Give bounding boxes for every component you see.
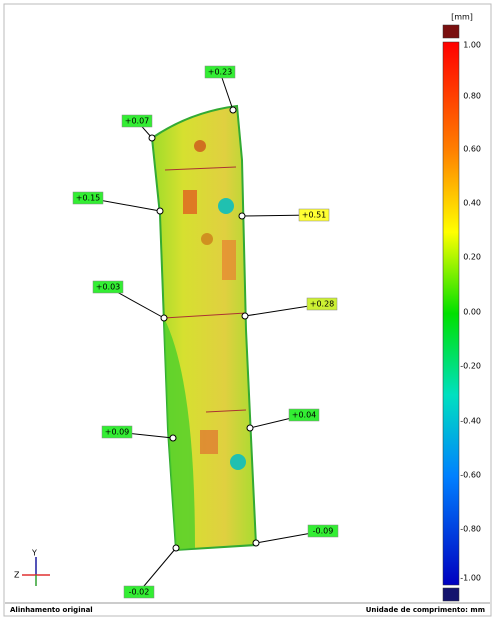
triad-y: Y (31, 549, 37, 558)
callout-box (306, 297, 338, 311)
callout-box (92, 280, 124, 294)
callouts: +0.23 +0.07 +0.15 +0.51 +0.03 +0.28 +0.04 +0.09… (72, 65, 339, 599)
callout-box (288, 408, 320, 422)
probe-point (246, 424, 254, 432)
scale-tick-label: -1.00 (460, 574, 481, 583)
scale-tick-label: 0.20 (463, 253, 481, 262)
callout-box (121, 114, 153, 128)
scale-unit: [mm] (451, 13, 473, 22)
leader-line (138, 547, 177, 593)
color-scale: [mm] (442, 13, 473, 602)
triad-z: Z (14, 571, 20, 580)
scale-tick-label: -0.80 (460, 525, 481, 534)
scale-tick-label: 0.60 (463, 145, 481, 154)
probe-point (252, 539, 260, 547)
probe-point (172, 544, 180, 552)
footer-left: Alinhamento original (10, 606, 93, 614)
probe-point (169, 434, 177, 442)
scale-tick-label: -0.60 (460, 471, 481, 480)
callout-label: +0.03 (96, 283, 121, 292)
callout-label: +0.51 (302, 211, 327, 220)
scale-tick-label: -0.20 (460, 362, 481, 371)
triad: Z Y (14, 549, 50, 586)
scale-tick-label: -0.40 (460, 417, 481, 426)
probe-point (229, 106, 237, 114)
probe-point (160, 314, 168, 322)
scale-ticks: 1.00 0.80 0.60 0.40 0.20 0.00 -0.20 -0.40 -0.60 -… (460, 41, 481, 583)
probe-point (238, 212, 246, 220)
scale-tick-label: 0.40 (463, 199, 481, 208)
callout-label: +0.07 (125, 117, 150, 126)
probe-point (148, 134, 156, 142)
callout-label: -0.02 (129, 588, 150, 597)
footer-right: Unidade de comprimento: mm (366, 606, 485, 614)
callout-box (307, 524, 339, 538)
part (150, 104, 258, 552)
callout-box (298, 208, 330, 222)
callout-label: +0.04 (292, 411, 317, 420)
scale-tick-label: 0.80 (463, 92, 481, 101)
callout-label: +0.15 (76, 194, 101, 203)
scale-tick-label: 1.00 (463, 41, 481, 50)
scale-tick-label: 0.00 (463, 308, 481, 317)
callout-box (101, 425, 133, 439)
callout-label: +0.09 (105, 428, 130, 437)
callout-label: +0.28 (310, 300, 335, 309)
probe-point (241, 312, 249, 320)
callout-box (123, 585, 155, 599)
leader-line (219, 71, 234, 111)
frame (3, 3, 492, 617)
callout-label: +0.23 (208, 68, 233, 77)
callout-box (204, 65, 236, 79)
callout-label: -0.09 (313, 527, 334, 536)
callout-box (72, 191, 104, 205)
probe-point (156, 207, 164, 215)
